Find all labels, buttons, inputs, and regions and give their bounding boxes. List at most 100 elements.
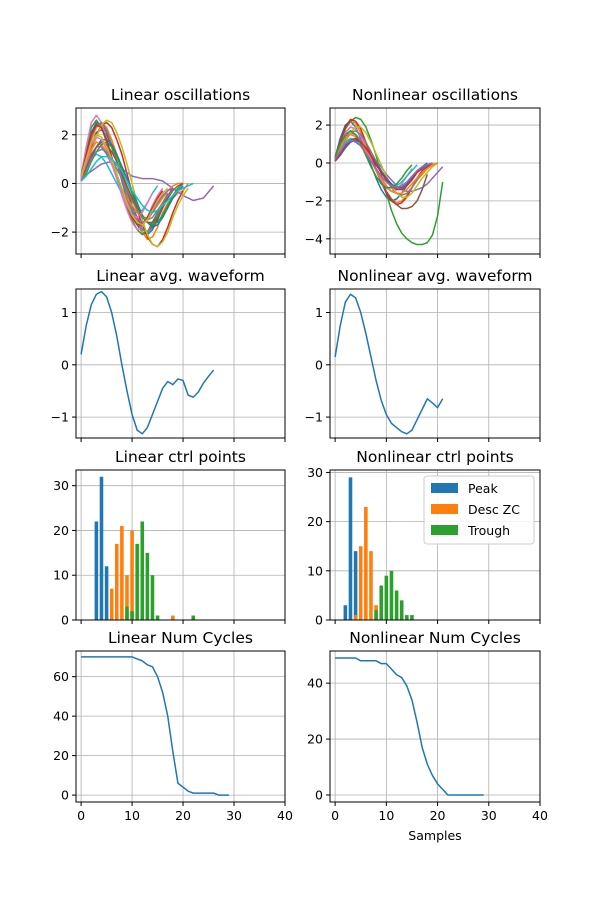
plot-area — [94, 476, 196, 620]
y-tick-label: 40 — [53, 709, 69, 724]
bar — [364, 506, 368, 620]
bar — [135, 543, 139, 620]
bar — [125, 606, 129, 620]
y-tick-label: 1 — [315, 305, 323, 320]
plot-area — [334, 116, 444, 246]
y-tick-label: 0 — [315, 613, 323, 628]
y-tick-label: 20 — [307, 514, 323, 529]
y-tick-label: 60 — [53, 669, 69, 684]
series-line — [334, 133, 438, 195]
bar — [410, 615, 414, 620]
y-tick-label: 30 — [307, 465, 323, 480]
subplot-title: Nonlinear avg. waveform — [337, 267, 532, 285]
y-tick-label: 10 — [307, 563, 323, 578]
series-line — [334, 116, 444, 246]
series-line — [80, 124, 164, 226]
bar — [171, 615, 175, 620]
series-line — [334, 139, 433, 189]
plot-area — [343, 477, 414, 620]
legend: Peak Desc ZC Trough — [423, 475, 535, 545]
bar — [104, 566, 109, 620]
axes-frame — [329, 469, 541, 621]
axes-frame — [329, 288, 541, 439]
series-line — [81, 656, 229, 796]
subplot-nonlin_osc: −4 −2 0 2 Nonlinear oscillations — [305, 86, 541, 258]
bar — [109, 588, 114, 620]
series-line — [335, 657, 484, 796]
x-tick-label: 30 — [481, 808, 497, 823]
bar — [140, 521, 145, 620]
subplot-lin_avg: −1 0 1 Linear avg. waveform — [51, 267, 286, 442]
bar — [374, 610, 378, 620]
bar — [150, 575, 155, 620]
subplot-lin_ctrl: 0 10 20 30 Linear ctrl points — [53, 448, 286, 628]
bar — [369, 551, 373, 620]
axes-frame — [75, 650, 286, 803]
x-tick-label: 40 — [277, 808, 293, 823]
plot-area — [335, 657, 484, 796]
bar — [399, 600, 404, 620]
series-line — [80, 155, 194, 214]
legend-label: Trough — [467, 523, 510, 538]
y-tick-label: −1 — [305, 410, 323, 425]
series-line — [80, 119, 174, 236]
x-tick-label: 10 — [378, 808, 394, 823]
bar — [353, 551, 358, 620]
bar — [114, 543, 119, 620]
series-line — [334, 131, 444, 193]
x-tick-label: 20 — [175, 808, 191, 823]
bar — [384, 575, 389, 620]
subplot-title: Linear ctrl points — [115, 448, 246, 466]
axes-frame — [75, 469, 286, 621]
subplot-title: Nonlinear Num Cycles — [349, 629, 521, 647]
bar — [394, 590, 399, 620]
y-tick-label: 20 — [307, 732, 323, 747]
x-tick-label: 0 — [331, 808, 339, 823]
y-tick-label: −1 — [51, 410, 69, 425]
bar — [191, 615, 196, 620]
subplot-title: Nonlinear ctrl points — [356, 448, 513, 466]
bar — [125, 575, 129, 620]
y-tick-label: 0 — [315, 155, 323, 170]
bar — [389, 570, 394, 620]
bar — [358, 546, 363, 620]
series-line — [80, 141, 184, 226]
series-line — [334, 126, 439, 198]
y-tick-label: 20 — [53, 748, 69, 763]
x-tick-label: 10 — [124, 808, 140, 823]
y-tick-label: 0 — [61, 176, 69, 191]
axes-frame — [75, 288, 286, 439]
y-tick-label: −2 — [305, 193, 323, 208]
axes-frame — [75, 107, 286, 255]
bar — [348, 477, 353, 620]
subplot-title: Linear Num Cycles — [108, 629, 253, 647]
y-tick-label: 2 — [315, 118, 323, 133]
series-line — [80, 290, 215, 435]
y-tick-label: −4 — [305, 231, 323, 246]
subplot-nonlin_ctrl: 0 10 20 30 Nonlinear ctrl points Peak Desc ZC T… — [307, 448, 541, 628]
bar — [353, 615, 358, 620]
subplot-nonlin_avg: −1 0 1 Nonlinear avg. waveform — [305, 267, 541, 442]
y-tick-label: −2 — [51, 225, 69, 240]
axes-frame — [329, 107, 541, 255]
bar — [145, 552, 150, 620]
legend-label: Peak — [468, 481, 498, 496]
x-tick-label: 20 — [430, 808, 446, 823]
series-line — [80, 160, 215, 202]
plot-area — [80, 114, 215, 248]
bar — [343, 605, 348, 620]
y-tick-label: 0 — [61, 613, 69, 628]
series-line — [334, 130, 413, 189]
legend-label: Desc ZC — [468, 502, 520, 517]
x-tick-label: 40 — [532, 808, 548, 823]
bar — [94, 521, 99, 620]
plot-area — [334, 293, 444, 435]
legend-swatch — [431, 504, 458, 514]
subplot-title: Linear oscillations — [111, 86, 250, 104]
subplot-lin_osc: −2 0 2 Linear oscillations — [51, 86, 286, 258]
x-tick-label: 30 — [226, 808, 242, 823]
y-tick-label: 0 — [315, 788, 323, 803]
y-tick-label: 0 — [61, 788, 69, 803]
y-tick-label: 10 — [53, 568, 69, 583]
